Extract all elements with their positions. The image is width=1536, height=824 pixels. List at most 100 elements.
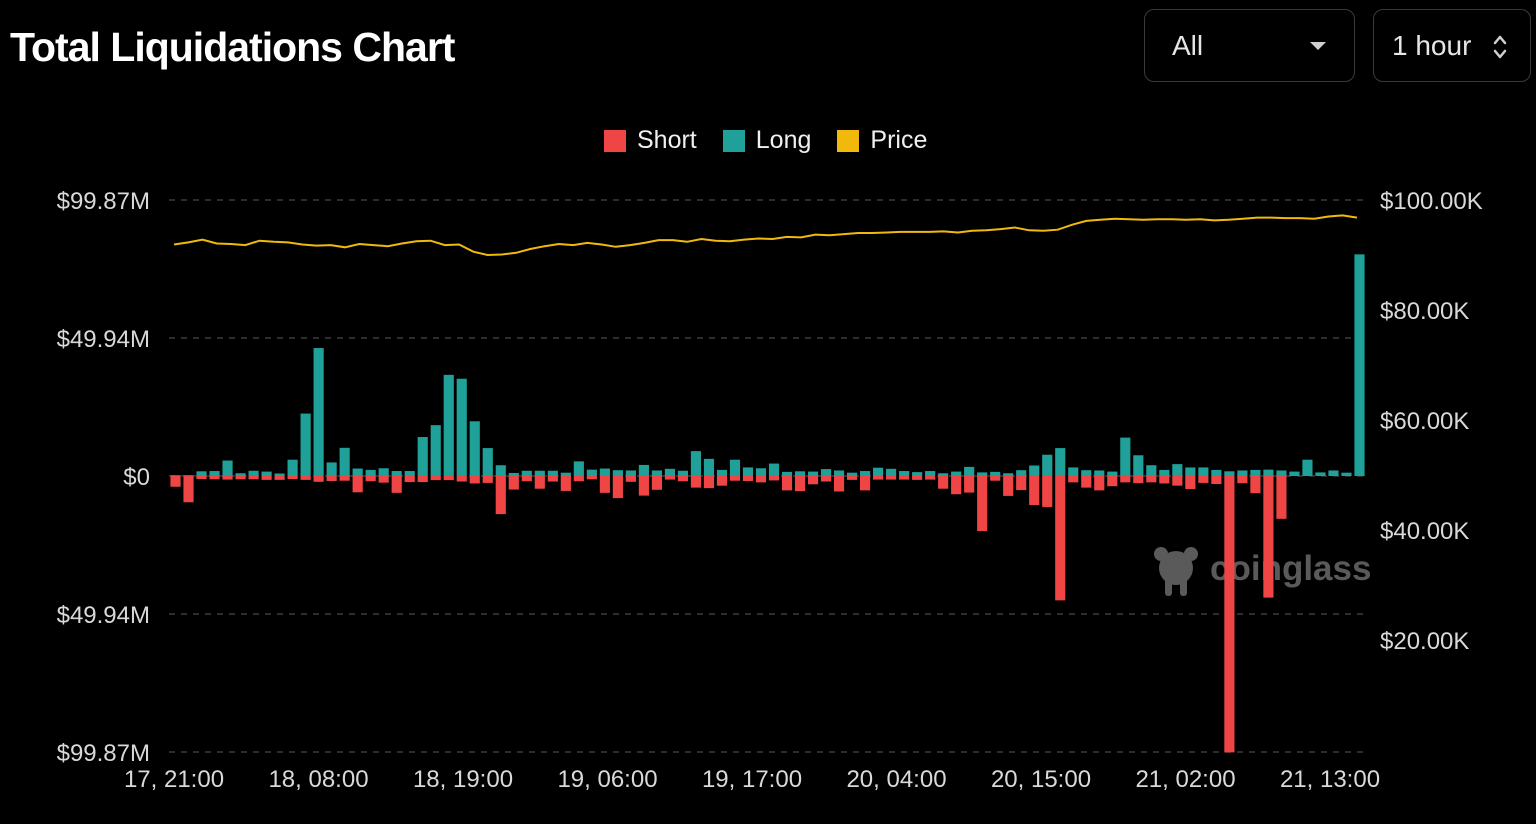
long-bar <box>1263 469 1274 476</box>
short-bar <box>990 476 1001 481</box>
long-bar <box>248 470 259 476</box>
long-bar <box>716 469 728 476</box>
long-bar <box>378 468 389 476</box>
short-bar <box>1276 476 1287 519</box>
short-bar <box>599 476 610 493</box>
long-bar <box>1198 467 1209 476</box>
short-bar <box>807 476 819 485</box>
interval-value: 1 hour <box>1392 29 1472 61</box>
short-bar <box>274 476 285 480</box>
long-bar <box>873 467 884 476</box>
short-bar <box>508 476 519 490</box>
x-tick-label: 17, 21:00 <box>124 766 224 793</box>
long-bar <box>1341 472 1352 476</box>
legend-item-short[interactable]: Short <box>604 126 697 155</box>
short-bar <box>612 476 623 499</box>
short-bar <box>938 476 949 489</box>
long-bar <box>1237 470 1248 476</box>
long-bar <box>664 468 675 476</box>
long-bar <box>326 462 337 476</box>
short-bar <box>469 476 480 484</box>
long-bar <box>729 459 741 476</box>
x-tick-label: 20, 15:00 <box>991 766 1091 793</box>
short-bar <box>703 476 715 489</box>
y-right-tick-label: $40.00K <box>1380 518 1469 545</box>
short-bar <box>1146 476 1157 483</box>
short-bar <box>534 476 545 489</box>
long-bar <box>495 465 506 476</box>
long-bar <box>690 451 702 476</box>
long-bar <box>925 471 936 476</box>
long-bar <box>886 468 897 476</box>
short-bar <box>742 476 754 481</box>
long-bar <box>638 464 649 476</box>
x-tick-label: 19, 06:00 <box>557 766 657 793</box>
x-tick-label: 21, 02:00 <box>1135 766 1235 793</box>
short-bar <box>677 476 689 482</box>
long-bar <box>846 472 858 476</box>
long-bar <box>339 447 350 476</box>
short-bar <box>1016 476 1027 491</box>
long-bar <box>300 413 311 476</box>
short-bar <box>1081 476 1092 488</box>
y-right-tick-label: $100.00K <box>1380 188 1483 215</box>
long-bar <box>222 460 233 476</box>
short-bar <box>951 476 962 495</box>
short-bar <box>873 476 884 480</box>
long-bar <box>951 471 962 476</box>
long-bar <box>1029 465 1040 476</box>
legend-item-long[interactable]: Long <box>722 126 812 155</box>
long-bar <box>1042 454 1053 476</box>
long-bar <box>1055 448 1066 476</box>
y-left-tick-label: $99.87M <box>57 740 150 767</box>
legend-label-long: Long <box>755 126 812 154</box>
long-bar <box>1120 437 1131 476</box>
long-bar <box>1107 471 1118 476</box>
short-bar <box>1133 476 1144 484</box>
coin-filter-select[interactable]: All <box>1144 9 1355 82</box>
legend-item-price[interactable]: Price <box>837 126 927 155</box>
short-bar <box>196 476 207 480</box>
short-bar <box>287 476 298 480</box>
short-bar <box>443 476 454 481</box>
long-bar <box>287 459 298 476</box>
short-bar <box>248 476 259 480</box>
long-bar <box>534 470 545 476</box>
short-bar <box>1185 476 1196 489</box>
long-bar <box>1133 455 1144 476</box>
y-left-tick-label: $99.87M <box>57 188 150 215</box>
long-bar <box>1315 472 1326 476</box>
short-bar <box>1029 476 1040 506</box>
long-bar <box>677 470 689 476</box>
short-bar <box>313 476 324 482</box>
long-bar <box>391 471 402 476</box>
long-bar <box>651 470 662 476</box>
long-bar <box>508 472 519 476</box>
long-bar <box>261 471 272 476</box>
short-bar <box>1250 476 1261 494</box>
long-bar <box>1224 471 1235 476</box>
short-bar <box>755 476 767 483</box>
short-bar <box>794 476 806 492</box>
y-right-tick-label: $80.00K <box>1380 298 1469 325</box>
short-bar <box>326 476 337 481</box>
short-bar <box>378 476 389 483</box>
long-bar <box>703 458 715 476</box>
long-bar <box>1354 254 1365 476</box>
short-bar <box>209 476 220 480</box>
legend-swatch-short <box>604 129 626 152</box>
short-bar <box>1224 476 1235 753</box>
short-bar <box>547 476 558 482</box>
long-bar <box>183 475 194 476</box>
short-bar <box>1120 476 1131 483</box>
x-tick-label: 18, 08:00 <box>268 766 368 793</box>
long-bar <box>768 463 780 476</box>
long-bar <box>1081 470 1092 476</box>
short-bar <box>1042 476 1053 507</box>
x-tick-label: 19, 17:00 <box>702 766 802 793</box>
short-bar <box>391 476 402 493</box>
x-tick-label: 20, 04:00 <box>846 766 946 793</box>
interval-select[interactable]: 1 hour <box>1373 9 1531 82</box>
long-bar <box>560 472 571 476</box>
legend-label-price: Price <box>870 126 928 154</box>
